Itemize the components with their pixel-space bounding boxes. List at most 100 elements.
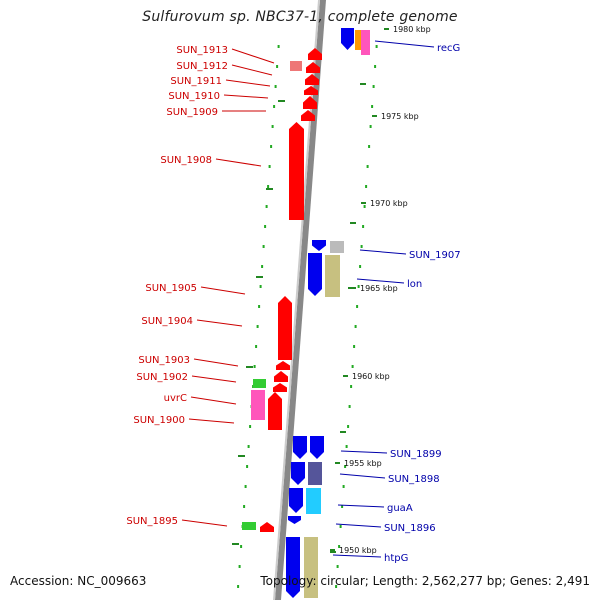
scale-tick-1965-kbp-mark xyxy=(351,287,356,289)
label-sun-1900: SUN_1900 xyxy=(133,415,185,426)
label-sun-1908: SUN_1908 xyxy=(160,155,212,166)
gc-dot-right xyxy=(335,585,338,588)
gene-sun-1899 xyxy=(310,436,324,459)
gene-sun-1910 xyxy=(304,86,318,95)
scale-tick-1980-kbp-mark xyxy=(384,28,389,30)
backbone-shadow xyxy=(273,0,320,600)
label-sun-1902: SUN_1902 xyxy=(136,372,188,383)
gc-dot-left xyxy=(249,425,252,428)
label-sun-1895: SUN_1895 xyxy=(126,516,178,527)
leader-uvrc xyxy=(190,396,237,405)
gene-labels: SUN_1913 SUN_1912 SUN_1911 SUN_1910 SUN_1909… xyxy=(126,40,461,564)
gene-sun-1895 xyxy=(260,522,274,532)
gene-sun-1909 xyxy=(303,96,317,109)
leader-sun-1904 xyxy=(196,319,243,327)
gc-dot-right xyxy=(375,45,378,48)
gc-dot-right xyxy=(339,525,342,528)
label-recg: recG xyxy=(437,43,460,54)
gc-dot-right xyxy=(374,65,377,68)
scale-tick-1950-kbp-mark xyxy=(330,549,335,551)
gene-sun-1896 xyxy=(288,516,301,524)
scale-tick-1955-kbp: 1955 kbp xyxy=(344,459,382,468)
gc-dash-right xyxy=(350,222,356,224)
scale-tick-1955-kbp-mark xyxy=(335,462,340,464)
gene-guaa xyxy=(306,488,321,514)
leader-sun-1900 xyxy=(188,418,235,424)
leader-recg xyxy=(374,40,435,48)
gene-sun-1911 xyxy=(306,62,320,73)
gc-dot-right xyxy=(366,165,369,168)
gene-sun-1912 xyxy=(290,61,302,71)
gene-guaa-a xyxy=(289,488,303,513)
gc-dot-left xyxy=(259,285,262,288)
leader-sun-1903 xyxy=(193,358,239,367)
label-sun-1912: SUN_1912 xyxy=(176,61,228,72)
scale-tick-1975-kbp: 1975 kbp xyxy=(381,112,419,121)
gene-lon-a xyxy=(308,253,322,296)
label-sun-1909: SUN_1909 xyxy=(166,107,218,118)
gc-dash-right xyxy=(360,83,366,85)
leader-sun-1895 xyxy=(181,519,228,527)
gene-sun-1898-a xyxy=(291,462,305,485)
label-sun-1899: SUN_1899 xyxy=(390,449,442,460)
leader-sun-1898 xyxy=(339,473,386,479)
label-sun-1907: SUN_1907 xyxy=(409,250,461,261)
leader-sun-1899 xyxy=(340,450,388,454)
leader-sun-1913 xyxy=(231,48,275,64)
gene-htpg xyxy=(304,537,318,598)
gc-dot-right xyxy=(369,125,372,128)
leader-sun-1911 xyxy=(225,79,271,87)
gc-dot-left xyxy=(265,205,268,208)
gc-dot-right xyxy=(351,365,354,368)
gene-sun-1902 xyxy=(274,371,288,382)
label-sun-1913: SUN_1913 xyxy=(176,45,228,56)
gc-dot-right xyxy=(338,545,341,548)
map-title: Sulfurovum sp. NBC37-1, complete genome xyxy=(142,9,458,25)
label-sun-1904: SUN_1904 xyxy=(141,316,193,327)
label-sun-1896: SUN_1896 xyxy=(384,523,436,534)
gc-dot-left xyxy=(267,185,270,188)
gc-dot-left xyxy=(271,125,274,128)
gc-dot-right xyxy=(342,485,345,488)
gc-dot-right xyxy=(362,225,365,228)
gc-dot-right xyxy=(347,425,350,428)
topology-text: Topology: circular; Length: 2,562,277 bp… xyxy=(260,574,590,588)
gene-sun-1908 xyxy=(289,122,304,220)
leader-sun-1910 xyxy=(223,94,269,99)
gene-sun-1907-a xyxy=(312,240,326,251)
gene-uvrc-a xyxy=(273,383,287,392)
gc-dot-right xyxy=(344,465,347,468)
leader-sun-1905 xyxy=(200,286,246,295)
label-sun-1905: SUN_1905 xyxy=(145,283,197,294)
gene-sun-1910-a xyxy=(305,74,319,85)
scale-tick-1950-kbp: 1950 kbp xyxy=(339,546,377,555)
label-sun-1910: SUN_1910 xyxy=(168,91,220,102)
scale-tick-1960-kbp-mark xyxy=(343,375,348,377)
label-htpg: htpG xyxy=(384,553,408,564)
gc-dash-left xyxy=(232,543,239,545)
gc-dot-right xyxy=(359,265,362,268)
gc-dot-right xyxy=(341,505,344,508)
gc-dot-left xyxy=(264,225,267,228)
gc-dot-right xyxy=(353,345,356,348)
gc-dot-left xyxy=(240,545,243,548)
gene-sun-1895-a xyxy=(242,522,256,530)
gene-htpg-a xyxy=(286,537,300,598)
gc-dot-right xyxy=(354,325,357,328)
gc-dot-left xyxy=(277,45,280,48)
label-guaa: guaA xyxy=(387,503,413,514)
gene-sun-1913 xyxy=(308,48,322,60)
scale-ticks: 1980 kbp 1975 kbp 1970 kbp 1965 kbp 1960 kbp… xyxy=(330,25,431,555)
label-uvrc: uvrC xyxy=(164,393,187,404)
gene-recg-a xyxy=(341,28,354,50)
gc-dot-right xyxy=(350,385,353,388)
gc-dot-right xyxy=(336,565,339,568)
leader-sun-1907 xyxy=(359,249,407,255)
gc-dash-left xyxy=(246,366,253,368)
gc-dot-left xyxy=(262,245,265,248)
label-lon: lon xyxy=(407,279,422,290)
gc-dot-left xyxy=(255,345,258,348)
gene-sun-1903 xyxy=(276,361,290,370)
leader-sun-1902 xyxy=(191,375,237,383)
